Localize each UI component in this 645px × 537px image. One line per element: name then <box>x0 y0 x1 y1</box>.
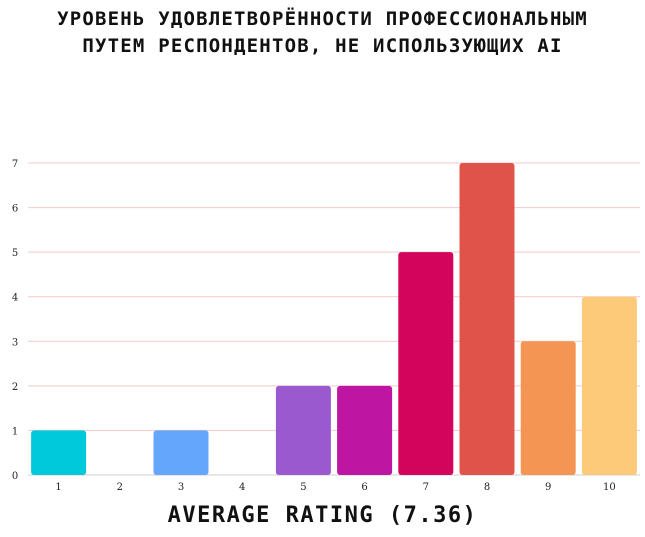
y-tick-label: 0 <box>12 471 18 482</box>
x-tick-label: 1 <box>55 482 61 493</box>
x-tick-label: 9 <box>545 482 551 493</box>
bar <box>275 385 331 475</box>
bar <box>153 430 209 475</box>
y-tick-label: 1 <box>12 426 18 437</box>
bar <box>31 430 87 475</box>
x-tick-label: 4 <box>239 482 245 493</box>
bar <box>520 341 576 475</box>
y-tick-label: 5 <box>12 248 18 259</box>
x-tick-label: 10 <box>603 482 616 493</box>
y-tick-label: 6 <box>12 204 18 215</box>
x-tick-label: 6 <box>361 482 367 493</box>
average-rating-label: AVERAGE RATING (7.36) <box>167 503 478 528</box>
x-tick-label: 8 <box>484 482 490 493</box>
y-tick-label: 3 <box>12 337 18 348</box>
x-tick-label: 2 <box>117 482 123 493</box>
bar <box>337 385 393 475</box>
y-tick-label: 2 <box>12 382 18 393</box>
y-tick-label: 7 <box>12 159 18 170</box>
x-tick-label: 3 <box>178 482 184 493</box>
x-tick-label: 7 <box>423 482 429 493</box>
bar <box>581 296 637 475</box>
bar <box>459 163 515 475</box>
chart-title: УРОВЕНЬ УДОВЛЕТВОРЁННОСТИ ПРОФЕССИОНАЛЬН… <box>0 6 645 60</box>
y-tick-label: 4 <box>12 293 18 304</box>
bar <box>398 252 454 475</box>
chart-title-line-2: ПУТЕМ РЕСПОНДЕНТОВ, НЕ ИСПОЛЬЗУЮЩИХ AI <box>82 35 563 57</box>
x-tick-label: 5 <box>300 482 306 493</box>
chart-title-line-1: УРОВЕНЬ УДОВЛЕТВОРЁННОСТИ ПРОФЕССИОНАЛЬН… <box>57 8 588 30</box>
